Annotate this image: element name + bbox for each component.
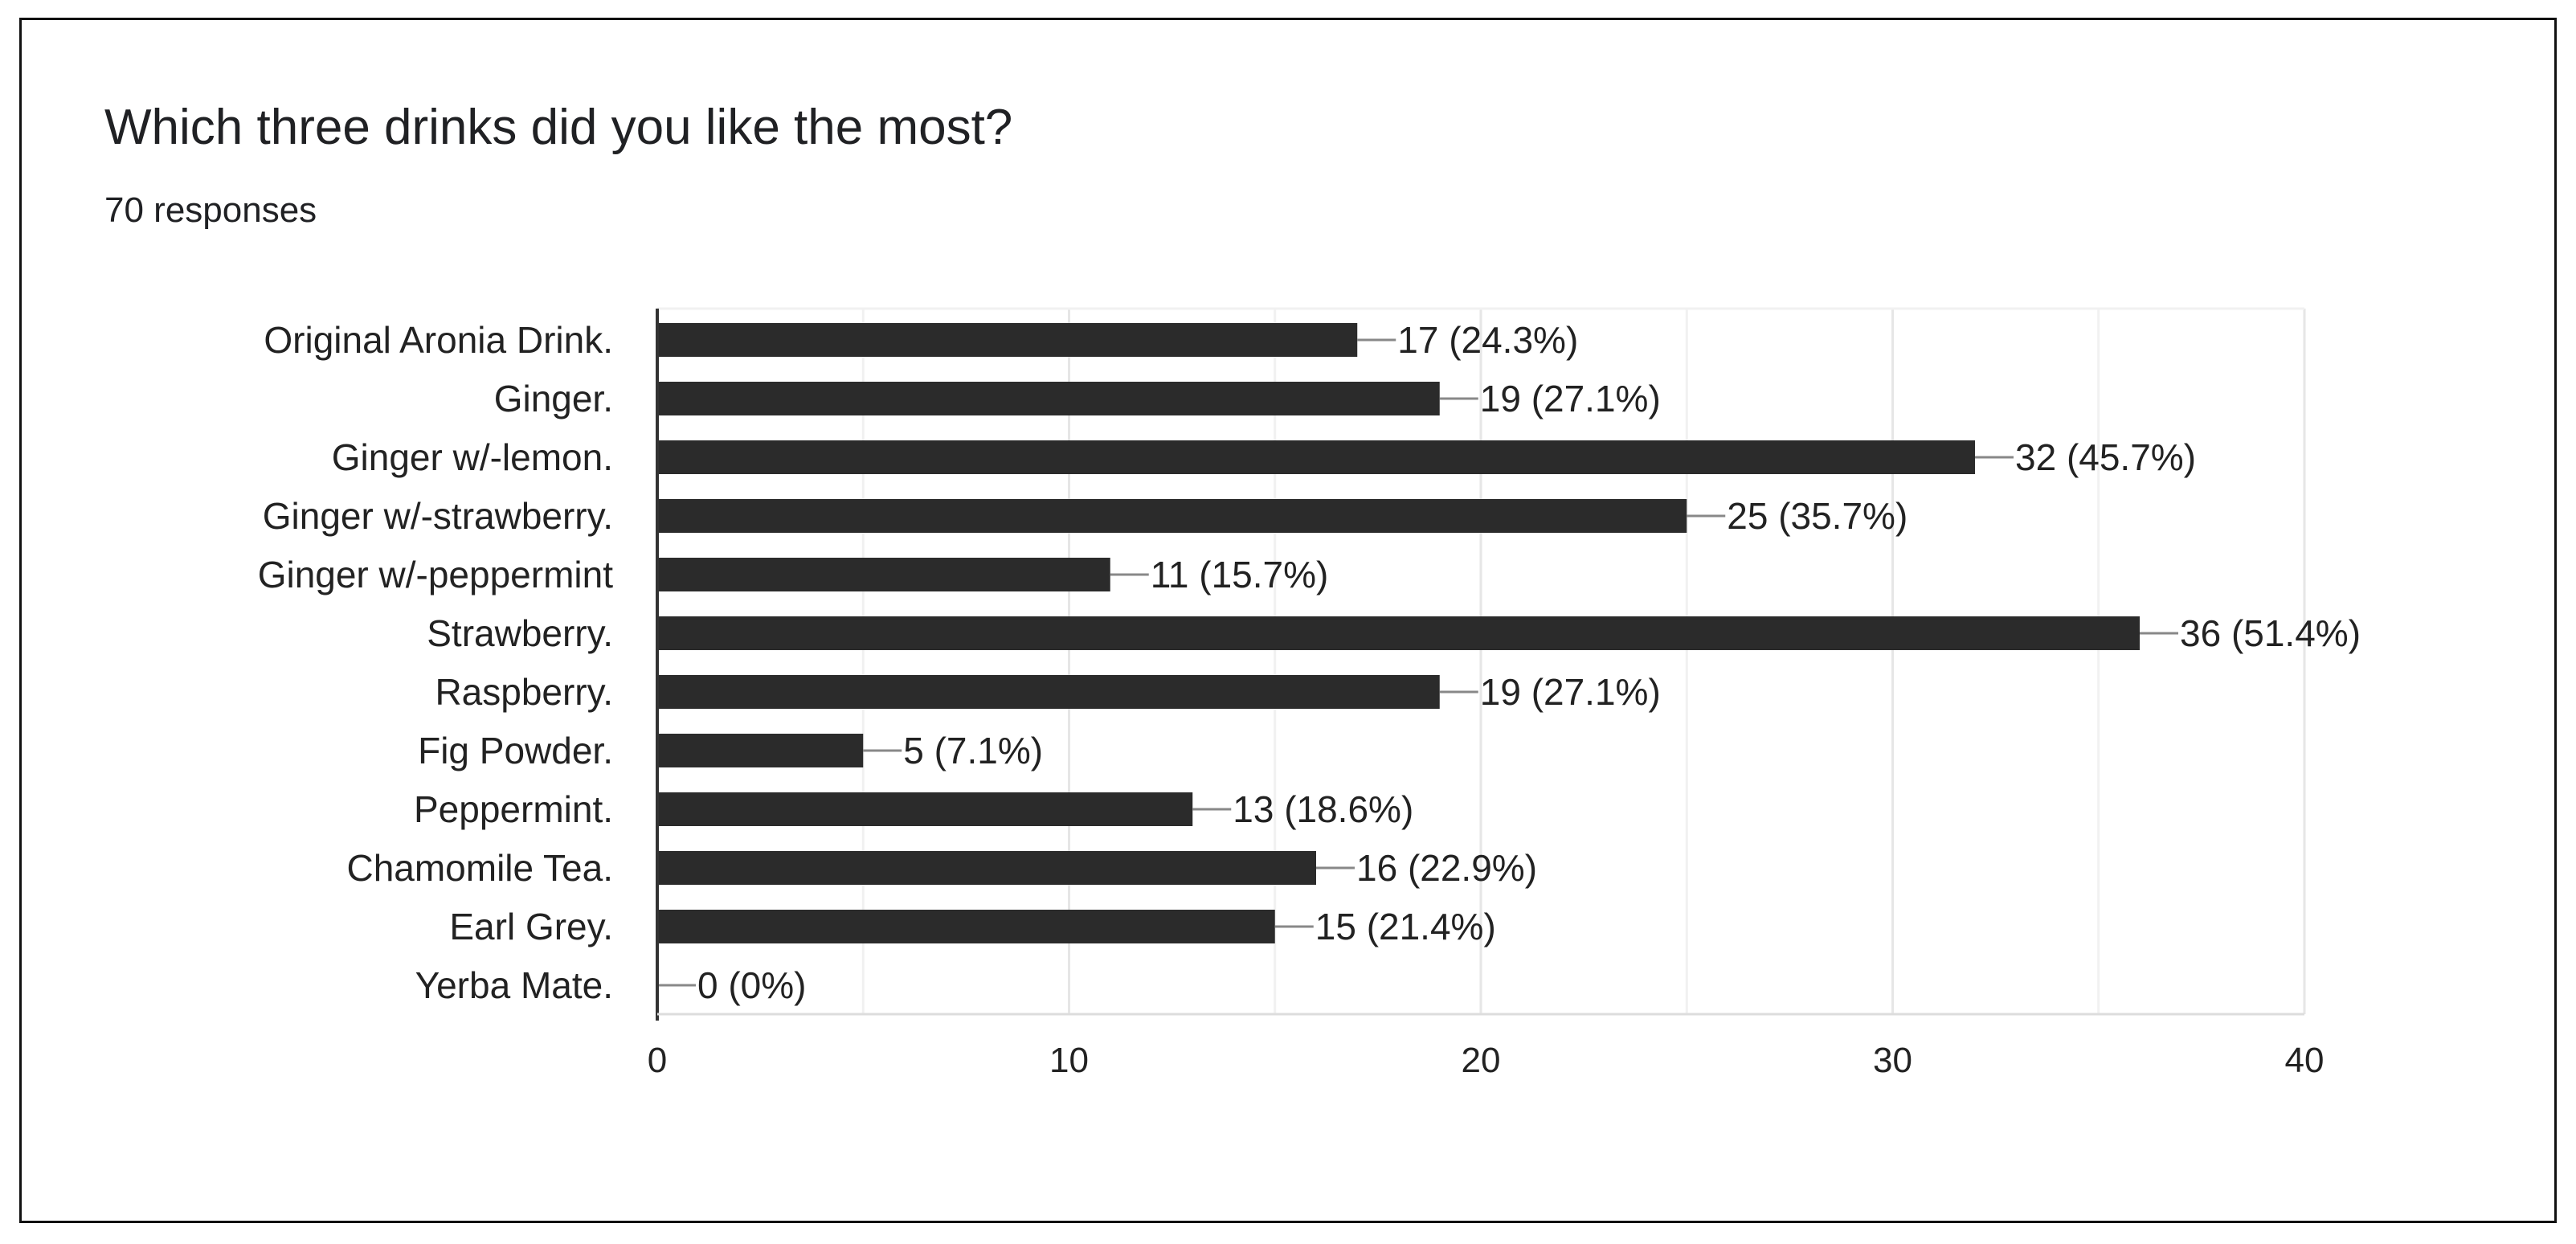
category-label: Fig Powder.	[418, 730, 613, 771]
category-label: Peppermint.	[414, 788, 613, 830]
bar	[657, 323, 1358, 357]
category-label: Yerba Mate.	[415, 964, 613, 1006]
bar	[657, 910, 1275, 943]
value-label: 11 (15.7%)	[1151, 554, 1329, 595]
bar	[657, 792, 1193, 826]
axes: 0 10 20 30 40	[648, 309, 2325, 1080]
x-tick-label: 10	[1049, 1041, 1089, 1080]
bar	[657, 558, 1110, 591]
category-label: Chamomile Tea.	[346, 847, 613, 889]
value-label: 36 (51.4%)	[2180, 612, 2361, 654]
bar	[657, 851, 1316, 885]
bar	[657, 382, 1440, 415]
category-label: Ginger.	[494, 378, 613, 419]
value-label: 32 (45.7%)	[2015, 436, 2196, 478]
category-label: Strawberry.	[427, 612, 613, 654]
category-label: Earl Grey.	[449, 906, 613, 947]
category-label: Ginger w/-lemon.	[332, 436, 613, 478]
value-label: 19 (27.1%)	[1480, 671, 1661, 713]
response-count: 70 responses	[104, 190, 317, 230]
chart-title: Which three drinks did you like the most…	[104, 100, 1013, 155]
bar	[657, 675, 1440, 709]
category-label: Ginger w/-strawberry.	[263, 495, 613, 537]
value-label: 5 (7.1%)	[903, 730, 1043, 771]
value-label: 0 (0%)	[697, 964, 806, 1006]
value-label: 19 (27.1%)	[1480, 378, 1661, 419]
value-label: 16 (22.9%)	[1356, 847, 1537, 889]
labels: 17 (24.3%) Original Aronia Drink. 19 (27.1…	[258, 319, 2361, 1006]
value-label: 25 (35.7%)	[1727, 495, 1907, 537]
bar	[657, 616, 2140, 650]
category-label: Original Aronia Drink.	[264, 319, 613, 361]
value-label: 13 (18.6%)	[1233, 788, 1413, 830]
value-label: 17 (24.3%)	[1397, 319, 1578, 361]
x-tick-label: 20	[1462, 1041, 1501, 1080]
x-tick-label: 40	[2285, 1041, 2325, 1080]
x-tick-label: 0	[648, 1041, 667, 1080]
category-label: Raspberry.	[435, 671, 613, 713]
bar	[657, 734, 864, 767]
bar	[657, 440, 1975, 474]
value-label: 15 (21.4%)	[1315, 906, 1496, 947]
bars	[657, 323, 2140, 943]
bar	[657, 499, 1687, 533]
grid-lines	[657, 307, 2306, 1014]
category-label: Ginger w/-peppermint	[258, 554, 614, 595]
x-tick-label: 30	[1873, 1041, 1912, 1080]
